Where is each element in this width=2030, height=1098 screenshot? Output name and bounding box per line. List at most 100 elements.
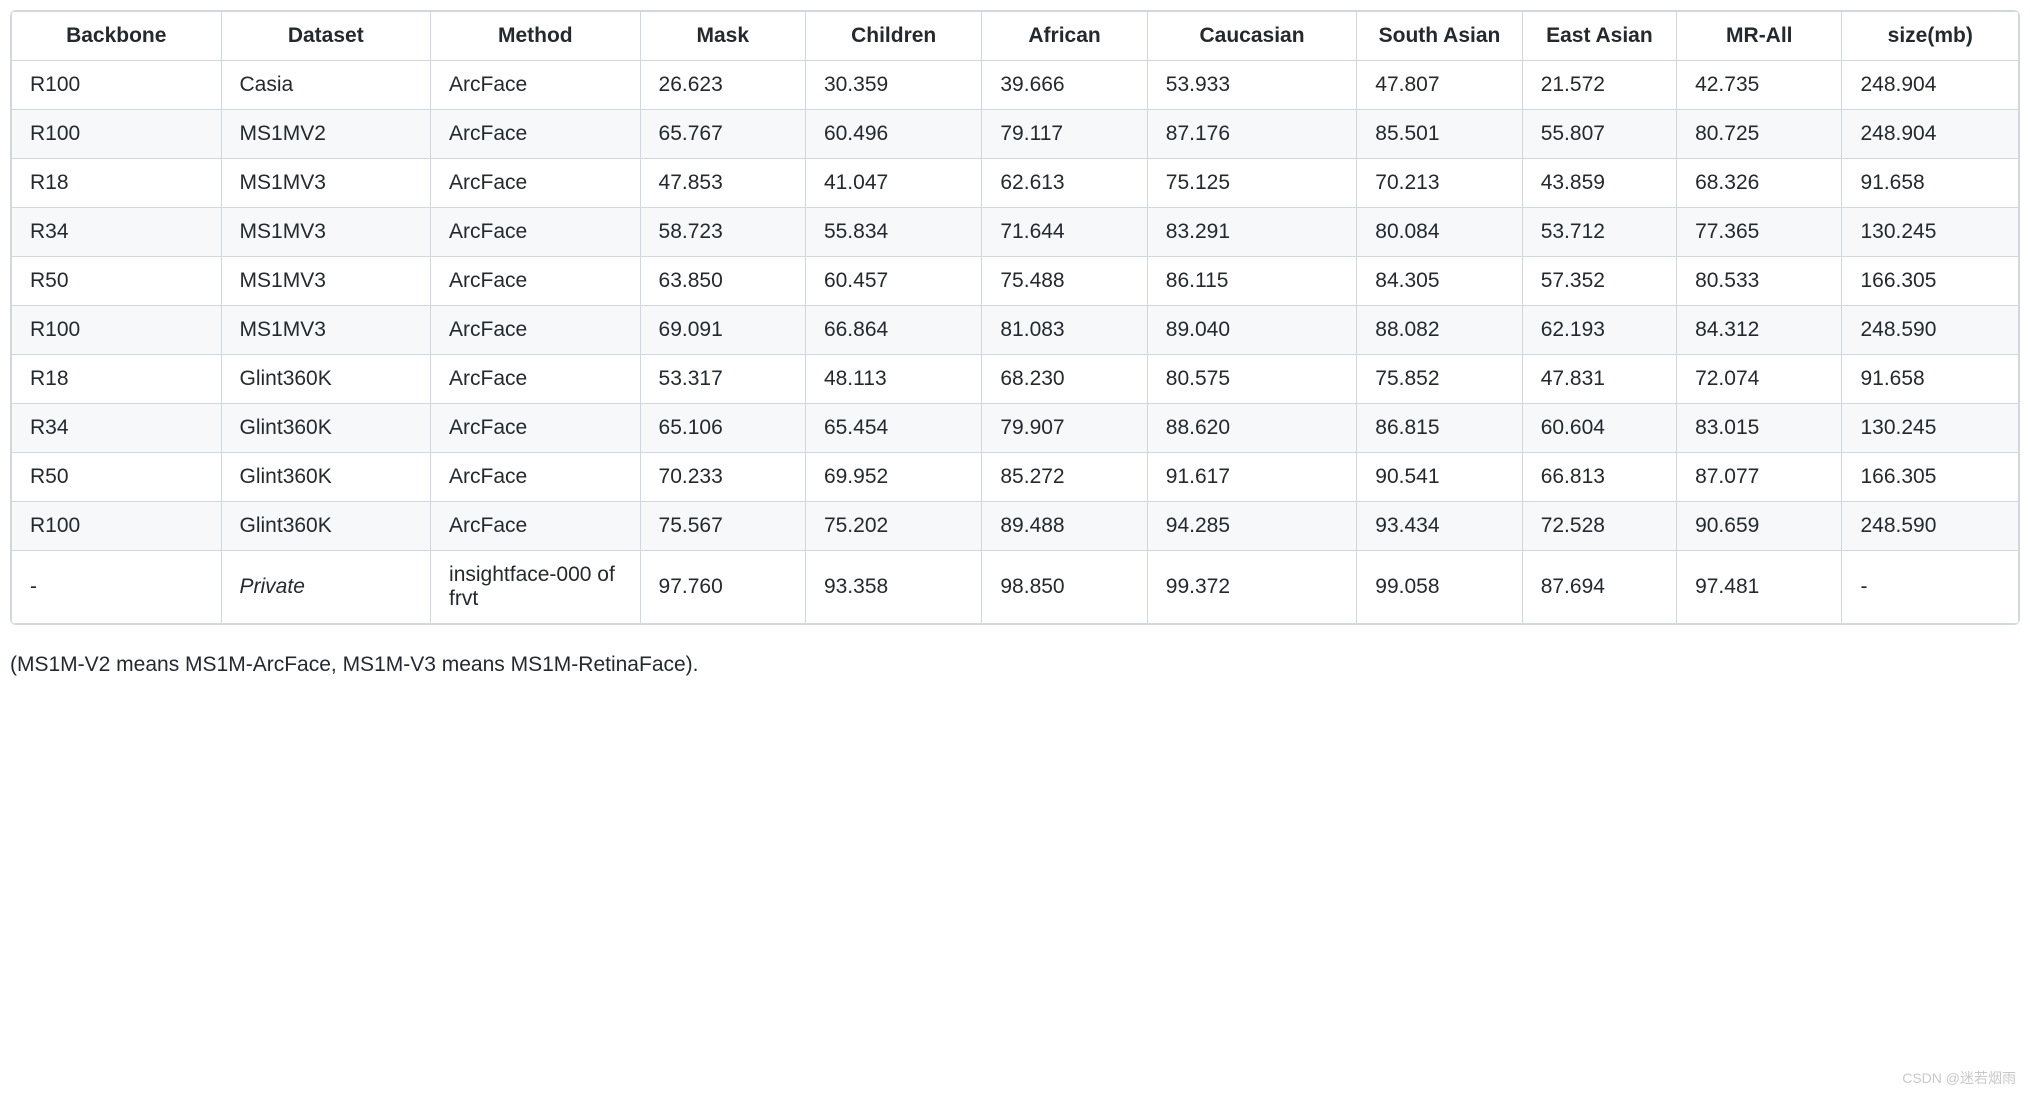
table-cell: ArcFace	[431, 502, 641, 551]
table-row: R18MS1MV3ArcFace47.85341.04762.61375.125…	[12, 159, 2019, 208]
table-cell: 88.082	[1357, 306, 1522, 355]
table-cell: 75.125	[1147, 159, 1357, 208]
table-cell: 93.434	[1357, 502, 1522, 551]
table-row: R100CasiaArcFace26.62330.35939.66653.933…	[12, 61, 2019, 110]
table-cell: 94.285	[1147, 502, 1357, 551]
table-cell: 62.613	[982, 159, 1147, 208]
table-cell: 130.245	[1842, 404, 2019, 453]
table-cell: 79.907	[982, 404, 1147, 453]
benchmark-table: BackboneDatasetMethodMaskChildrenAfrican…	[11, 11, 2019, 624]
column-header: South Asian	[1357, 12, 1522, 61]
table-cell: 89.488	[982, 502, 1147, 551]
table-cell: 248.590	[1842, 306, 2019, 355]
table-cell: insightface-000 of frvt	[431, 551, 641, 624]
table-cell: 39.666	[982, 61, 1147, 110]
table-cell: -	[12, 551, 222, 624]
table-cell: 68.326	[1677, 159, 1842, 208]
table-cell: 87.077	[1677, 453, 1842, 502]
table-cell: 41.047	[805, 159, 981, 208]
table-cell: 55.834	[805, 208, 981, 257]
table-cell: 93.358	[805, 551, 981, 624]
table-cell: 248.904	[1842, 110, 2019, 159]
table-cell: 83.291	[1147, 208, 1357, 257]
table-cell: Glint360K	[221, 404, 431, 453]
table-cell: 77.365	[1677, 208, 1842, 257]
table-cell: 72.074	[1677, 355, 1842, 404]
table-cell: 66.864	[805, 306, 981, 355]
table-cell: MS1MV3	[221, 159, 431, 208]
table-cell: 166.305	[1842, 453, 2019, 502]
table-row: -Privateinsightface-000 of frvt97.76093.…	[12, 551, 2019, 624]
table-cell: MS1MV3	[221, 257, 431, 306]
table-cell: 65.106	[640, 404, 805, 453]
table-cell: ArcFace	[431, 208, 641, 257]
table-cell: R34	[12, 404, 222, 453]
table-cell: 55.807	[1522, 110, 1676, 159]
table-cell: ArcFace	[431, 404, 641, 453]
column-header: Backbone	[12, 12, 222, 61]
table-cell: 97.481	[1677, 551, 1842, 624]
table-cell: 43.859	[1522, 159, 1676, 208]
table-cell: 86.115	[1147, 257, 1357, 306]
table-cell: 48.113	[805, 355, 981, 404]
table-cell: 130.245	[1842, 208, 2019, 257]
column-header: size(mb)	[1842, 12, 2019, 61]
table-cell: 99.372	[1147, 551, 1357, 624]
column-header: Caucasian	[1147, 12, 1357, 61]
table-cell: 42.735	[1677, 61, 1842, 110]
column-header: Method	[431, 12, 641, 61]
table-cell: 87.176	[1147, 110, 1357, 159]
table-cell: R34	[12, 208, 222, 257]
table-cell: 85.501	[1357, 110, 1522, 159]
table-cell: 75.202	[805, 502, 981, 551]
table-cell: 248.904	[1842, 61, 2019, 110]
table-cell: 66.813	[1522, 453, 1676, 502]
table-cell: 83.015	[1677, 404, 1842, 453]
table-cell: 98.850	[982, 551, 1147, 624]
table-cell: R50	[12, 453, 222, 502]
table-cell: MS1MV2	[221, 110, 431, 159]
table-cell: 87.694	[1522, 551, 1676, 624]
table-cell: 80.533	[1677, 257, 1842, 306]
footnote-text: (MS1M-V2 means MS1M-ArcFace, MS1M-V3 mea…	[10, 653, 2020, 677]
table-cell: 30.359	[805, 61, 981, 110]
table-cell: Glint360K	[221, 502, 431, 551]
column-header: African	[982, 12, 1147, 61]
table-row: R100MS1MV2ArcFace65.76760.49679.11787.17…	[12, 110, 2019, 159]
table-cell: 57.352	[1522, 257, 1676, 306]
table-cell: 63.850	[640, 257, 805, 306]
table-cell: 60.496	[805, 110, 981, 159]
table-cell: 90.541	[1357, 453, 1522, 502]
table-cell: 88.620	[1147, 404, 1357, 453]
table-row: R34Glint360KArcFace65.10665.45479.90788.…	[12, 404, 2019, 453]
table-cell: 79.117	[982, 110, 1147, 159]
table-cell: ArcFace	[431, 61, 641, 110]
table-cell: 65.767	[640, 110, 805, 159]
column-header: MR-All	[1677, 12, 1842, 61]
table-cell: 81.083	[982, 306, 1147, 355]
table-cell: 47.807	[1357, 61, 1522, 110]
table-cell: ArcFace	[431, 355, 641, 404]
table-cell: 97.760	[640, 551, 805, 624]
table-cell: 53.317	[640, 355, 805, 404]
table-cell: 58.723	[640, 208, 805, 257]
table-cell: 60.604	[1522, 404, 1676, 453]
table-cell: 69.091	[640, 306, 805, 355]
table-cell: ArcFace	[431, 257, 641, 306]
table-cell: R50	[12, 257, 222, 306]
table-cell: 70.213	[1357, 159, 1522, 208]
column-header: Children	[805, 12, 981, 61]
table-cell: 84.312	[1677, 306, 1842, 355]
table-cell: 84.305	[1357, 257, 1522, 306]
table-cell: 26.623	[640, 61, 805, 110]
table-cell: 75.567	[640, 502, 805, 551]
table-cell: 60.457	[805, 257, 981, 306]
table-container[interactable]: BackboneDatasetMethodMaskChildrenAfrican…	[10, 10, 2020, 625]
table-cell: 99.058	[1357, 551, 1522, 624]
table-cell: R100	[12, 110, 222, 159]
table-row: R18Glint360KArcFace53.31748.11368.23080.…	[12, 355, 2019, 404]
table-cell: Glint360K	[221, 355, 431, 404]
table-cell: 91.617	[1147, 453, 1357, 502]
table-cell: R100	[12, 502, 222, 551]
table-body: R100CasiaArcFace26.62330.35939.66653.933…	[12, 61, 2019, 624]
